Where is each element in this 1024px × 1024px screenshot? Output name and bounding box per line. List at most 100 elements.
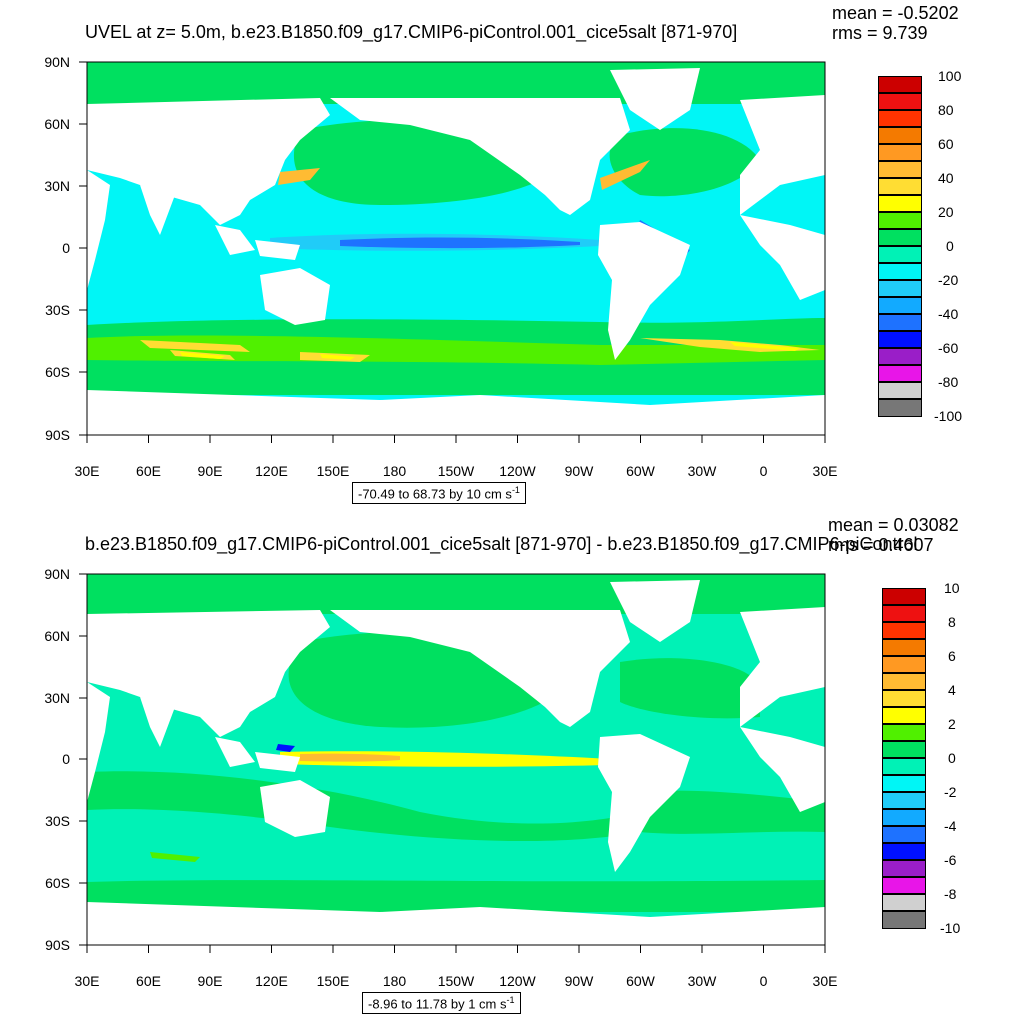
colorbar-segment bbox=[882, 809, 926, 826]
y-label: 90N bbox=[44, 54, 70, 70]
y-label: 0 bbox=[62, 751, 70, 767]
x-label: 120W bbox=[499, 973, 536, 989]
plot-title: UVEL at z= 5.0m, b.e23.B1850.f09_g17.CMI… bbox=[85, 22, 738, 42]
colorbar-label: -8 bbox=[944, 886, 957, 902]
colorbar-segment bbox=[878, 399, 922, 417]
colorbar-segment bbox=[878, 178, 922, 195]
x-label: 90W bbox=[565, 463, 595, 479]
colorbar-segment bbox=[882, 758, 926, 775]
y-label: 60N bbox=[44, 116, 70, 132]
y-label: 30N bbox=[44, 690, 70, 706]
x-label: 30E bbox=[813, 463, 838, 479]
colorbar-segment bbox=[878, 144, 922, 161]
north-atlantic-band bbox=[620, 658, 760, 719]
major-ticks bbox=[79, 61, 826, 443]
unit-exponent: -1 bbox=[506, 995, 515, 1005]
colorbar-label: 20 bbox=[938, 204, 954, 220]
map-plot: 30E 60E 90E 120E 150E 180 150W 120W 90W … bbox=[44, 566, 838, 989]
land-masses bbox=[87, 580, 825, 945]
colorbar-segment bbox=[882, 724, 926, 741]
colorbar-segment bbox=[878, 297, 922, 314]
colorbar-segment bbox=[878, 110, 922, 127]
x-label: 90E bbox=[198, 973, 223, 989]
colorbar-segment bbox=[882, 911, 926, 929]
colorbar-segment bbox=[878, 212, 922, 229]
colorbar-label: -60 bbox=[938, 340, 959, 356]
colorbar-segment bbox=[878, 93, 922, 110]
colorbar-label: 0 bbox=[948, 750, 956, 766]
colorbar-label: 60 bbox=[938, 136, 954, 152]
colorbar-label: -20 bbox=[938, 272, 959, 288]
rms-value: rms = 0.4607 bbox=[828, 535, 934, 555]
y-label: 60N bbox=[44, 628, 70, 644]
x-label: 150W bbox=[438, 463, 475, 479]
colorbar-segment bbox=[882, 894, 926, 911]
colorbar-label: -100 bbox=[934, 408, 963, 424]
acc-jets bbox=[140, 338, 820, 362]
colorbar-segment bbox=[882, 792, 926, 809]
acc-core bbox=[87, 335, 825, 365]
colorbar-segment bbox=[882, 690, 926, 707]
map-plot: 30E 60E 90E 120E 150E 180 150W 120W 90W … bbox=[44, 54, 838, 479]
colorbar-segment bbox=[882, 707, 926, 724]
colorbar-label: 2 bbox=[948, 716, 956, 732]
colorbar: 10 8 6 4 2 0 -2 -4 -6 -8 -10 bbox=[882, 580, 972, 936]
x-label: 0 bbox=[760, 973, 768, 989]
southern-anomaly bbox=[150, 852, 200, 862]
colorbar-segment bbox=[878, 263, 922, 280]
colorbar-segment bbox=[878, 246, 922, 263]
arctic-band bbox=[87, 62, 825, 104]
panel-uvel: UVEL at z= 5.0m, b.e23.B1850.f09_g17.CMI… bbox=[44, 3, 963, 505]
north-atlantic-gyre bbox=[609, 128, 760, 197]
colorbar-label: 8 bbox=[948, 614, 956, 630]
x-label: 60W bbox=[626, 463, 656, 479]
x-label: 150W bbox=[438, 973, 475, 989]
x-label: 30E bbox=[75, 973, 100, 989]
colorbar-segment bbox=[878, 195, 922, 212]
y-label: 90S bbox=[45, 427, 70, 443]
x-label: 150E bbox=[317, 973, 350, 989]
y-axis-labels: 90N 60N 30N 0 30S 60S 90S bbox=[44, 54, 70, 443]
colorbar-segment bbox=[882, 639, 926, 656]
mean-value: mean = -0.5202 bbox=[832, 3, 959, 23]
colorbar-label: -40 bbox=[938, 306, 959, 322]
contour-range-box: -70.49 to 68.73 by 10 cm s-1 bbox=[352, 482, 526, 505]
panel-difference: b.e23.B1850.f09_g17.CMIP6-piControl.001_… bbox=[0, 512, 1024, 1024]
major-ticks bbox=[79, 573, 826, 953]
y-label: 90N bbox=[44, 566, 70, 582]
x-axis-labels: 30E 60E 90E 120E 150E 180 150W 120W 90W … bbox=[75, 463, 838, 479]
x-axis-labels: 30E 60E 90E 120E 150E 180 150W 120W 90W … bbox=[75, 973, 838, 989]
colorbar-segment bbox=[878, 365, 922, 382]
x-label: 30E bbox=[813, 973, 838, 989]
colorbar-segment bbox=[878, 76, 922, 93]
y-label: 0 bbox=[62, 240, 70, 256]
colorbar-label: 10 bbox=[944, 580, 960, 596]
x-label: 120W bbox=[499, 463, 536, 479]
contour-range-text: -8.96 to 11.78 by 1 cm s bbox=[368, 996, 507, 1012]
x-label: 90E bbox=[198, 463, 223, 479]
colorbar-label: 100 bbox=[938, 68, 962, 84]
land-masses bbox=[87, 68, 825, 435]
contour-range-text: -70.49 to 68.73 by 10 cm s bbox=[358, 486, 512, 502]
equatorial-anomaly-core bbox=[300, 753, 400, 762]
south-pacific-band bbox=[87, 771, 640, 842]
x-label: 180 bbox=[383, 463, 407, 479]
colorbar-label: 0 bbox=[946, 238, 954, 254]
colorbar-segment bbox=[882, 588, 926, 605]
rms-value: rms = 9.739 bbox=[832, 23, 928, 43]
colorbar-segment bbox=[882, 656, 926, 673]
y-label: 30N bbox=[44, 178, 70, 194]
colorbar-segment bbox=[878, 314, 922, 331]
x-label: 60W bbox=[626, 973, 656, 989]
colorbar-label: -80 bbox=[938, 374, 959, 390]
y-label: 60S bbox=[45, 364, 70, 380]
x-label: 0 bbox=[760, 463, 768, 479]
colorbar-label: 6 bbox=[948, 648, 956, 664]
negative-anomaly bbox=[276, 744, 295, 752]
contour-range-box: -8.96 to 11.78 by 1 cm s-1 bbox=[362, 992, 521, 1015]
colorbar-label: -4 bbox=[944, 818, 957, 834]
stats-box: mean = 0.03082 rms = 0.4607 bbox=[828, 515, 959, 555]
colorbar-segment bbox=[882, 622, 926, 639]
x-label: 60E bbox=[136, 463, 161, 479]
colorbar-segment bbox=[882, 775, 926, 792]
